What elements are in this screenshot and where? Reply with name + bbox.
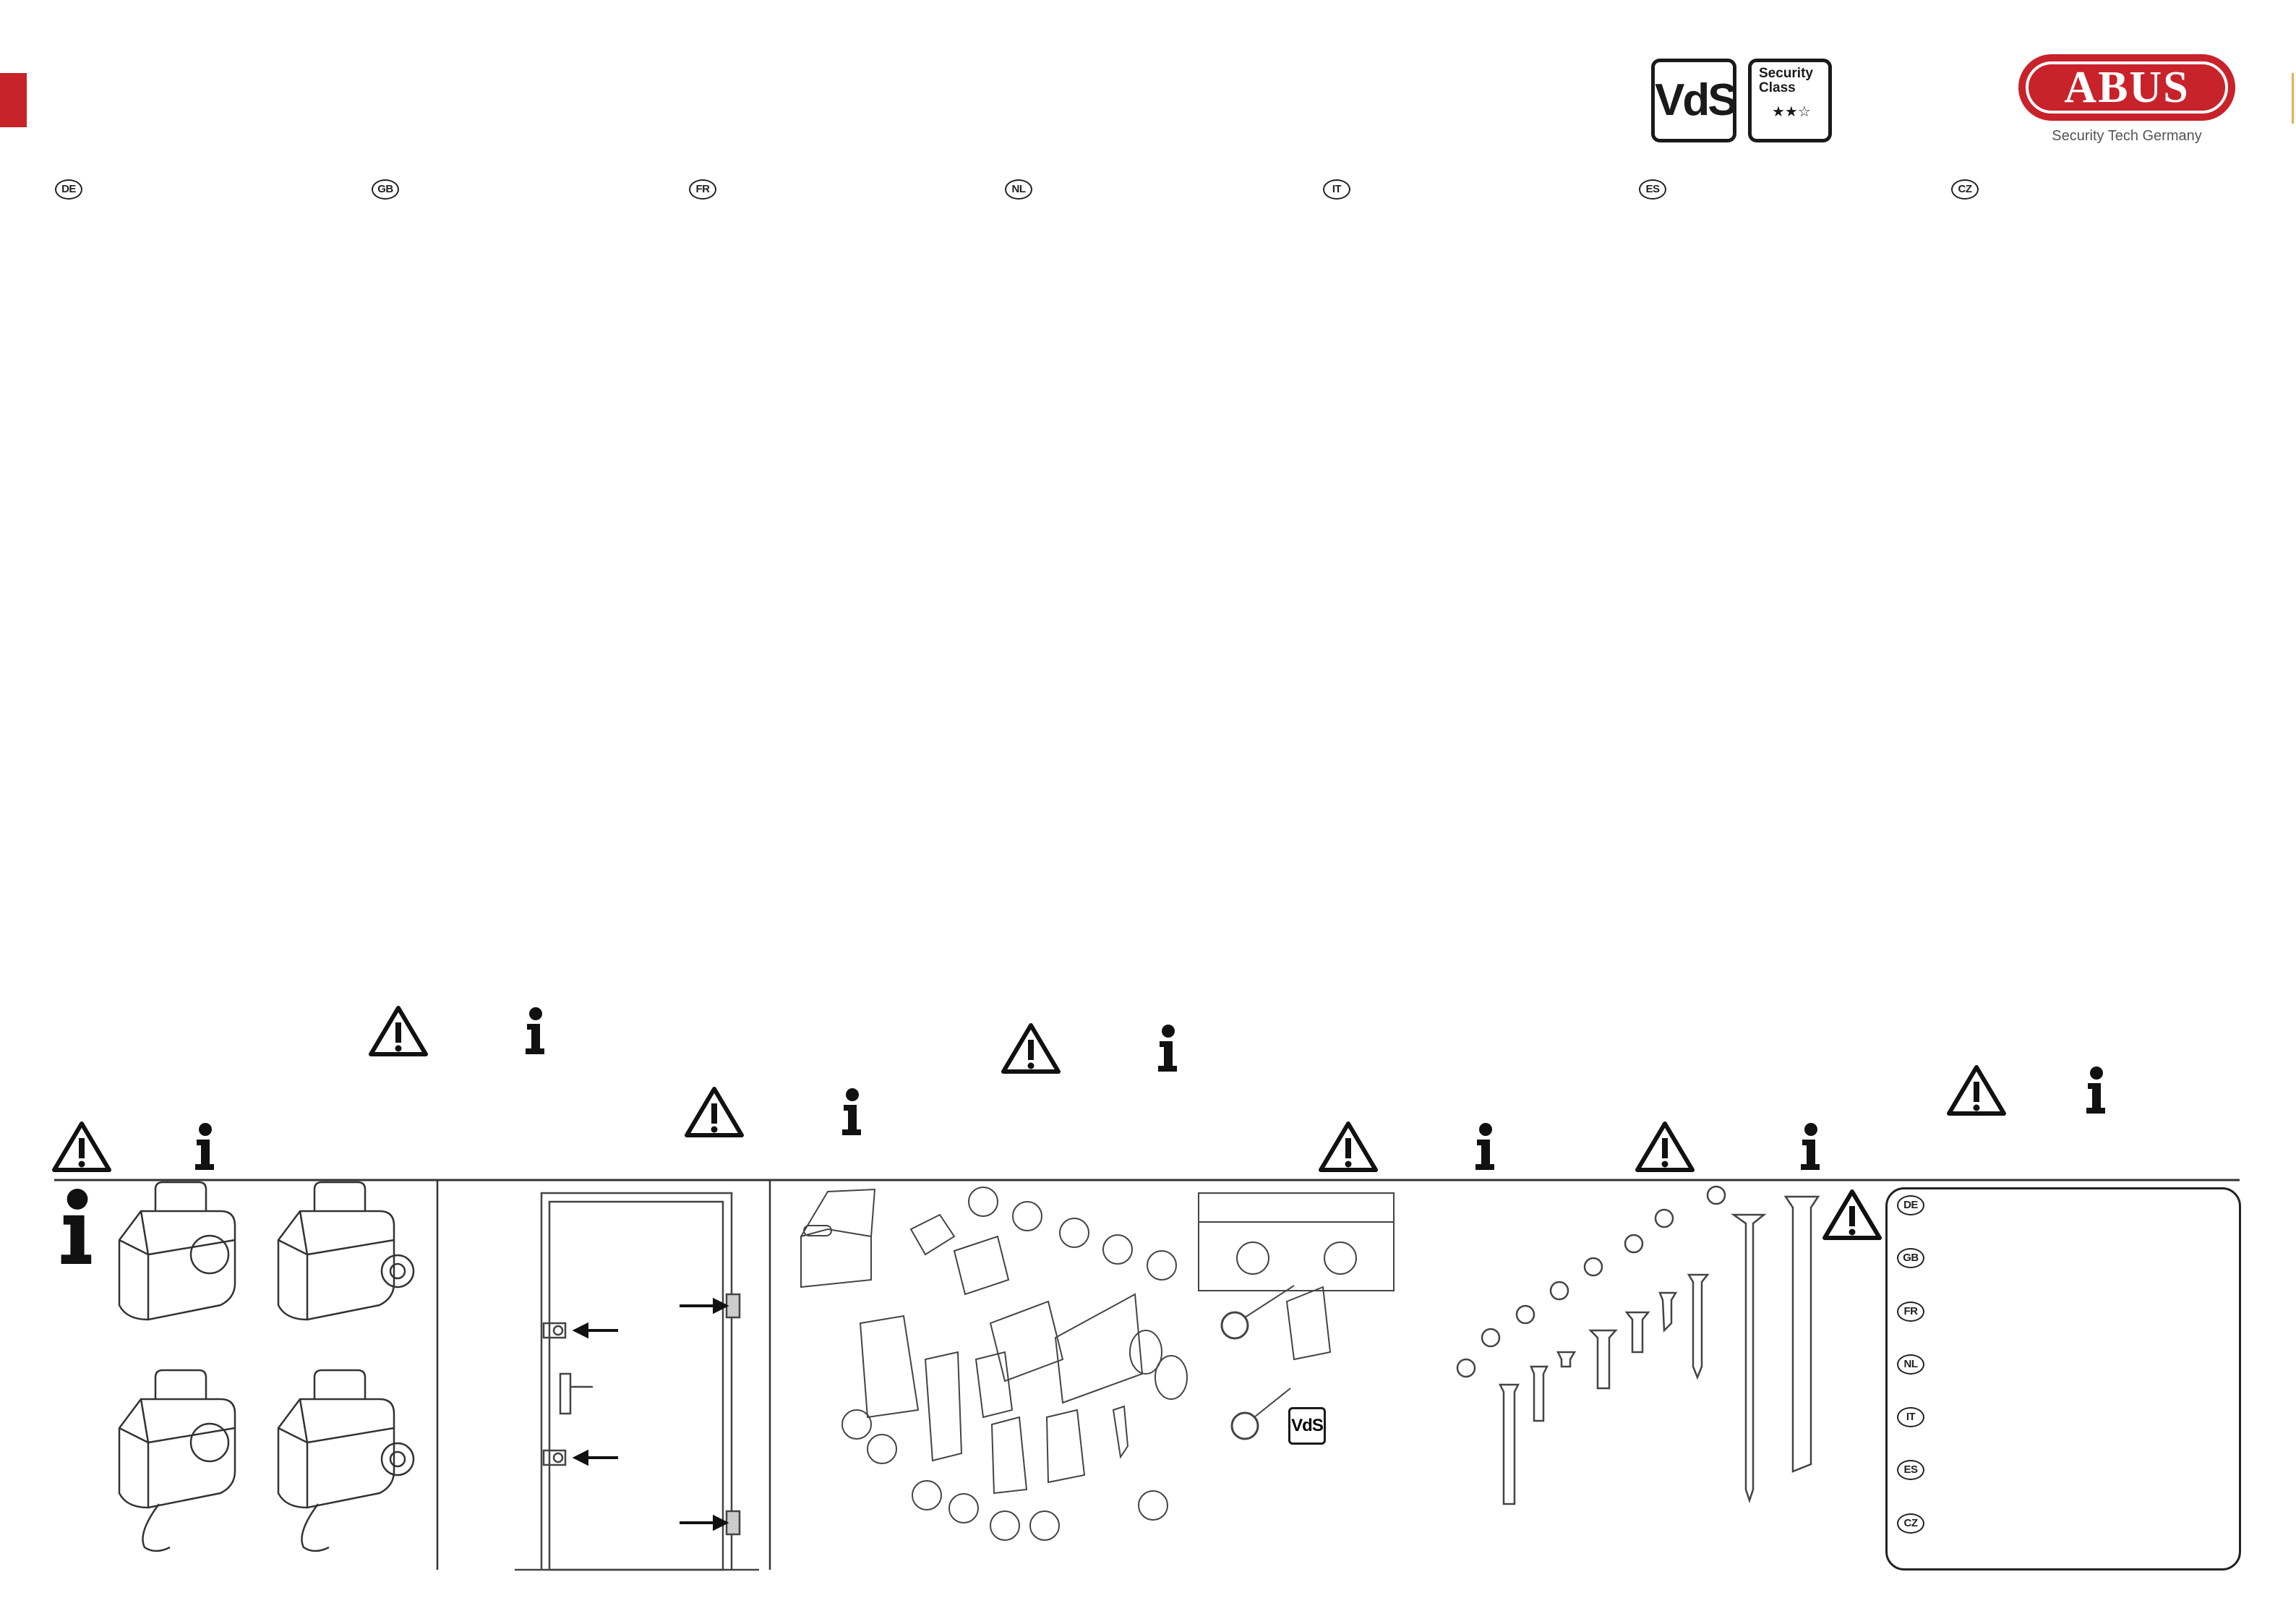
lang-box-badge-gb: GB [1897,1248,1924,1268]
language-box [1885,1187,2241,1570]
security-class-stars: ★★☆ [1772,103,1811,120]
info-icon [195,1123,214,1170]
info-icon [1475,1123,1494,1170]
security-class-label: Security Class [1759,66,1813,95]
warning-triangle-icon [1825,1192,1880,1238]
lock-variant-knob-chain [118,1369,236,1509]
lang-badge-cz: CZ [1951,179,1979,200]
lang-badge-gb: GB [372,179,399,200]
warning-triangle-icon [54,1124,109,1170]
lock-variant-cylinder [277,1181,395,1321]
edge-mark [2292,73,2294,124]
brand-tagline: Security Tech Germany [2052,128,2202,144]
lang-box-badge-cz: CZ [1897,1513,1924,1534]
security-class-badge: Security Class ★★☆ [1748,59,1832,142]
abus-logo-text: ABUS [2064,63,2190,112]
red-tab-marker [0,73,27,127]
info-icon [526,1007,544,1054]
info-icon [61,1189,92,1264]
vds-logo-small: VdS [1288,1407,1326,1445]
lang-box-badge-it: IT [1897,1407,1924,1427]
warning-triangle-icon [687,1089,742,1135]
lang-badge-fr: FR [689,179,716,200]
door-diagram [515,1192,759,1571]
lang-badge-de: DE [55,179,82,200]
warning-triangle-icon [1637,1124,1692,1170]
warning-triangle-icon [1321,1124,1376,1170]
info-icon [2086,1067,2105,1114]
lang-box-badge-de: DE [1897,1195,1924,1215]
warning-triangle-icon [1003,1025,1058,1072]
vds-logo: VdS [1651,59,1738,142]
abus-logo: ABUS [2018,54,2235,121]
lock-variant-cylinder-chain [277,1369,395,1509]
lang-box-badge-nl: NL [1897,1354,1924,1375]
parts-diagram [800,1187,1395,1541]
info-icon [1158,1025,1177,1072]
info-icon [842,1088,861,1135]
lang-box-badge-es: ES [1897,1460,1924,1480]
warning-triangle-icon [371,1008,426,1054]
warning-triangle-icon [1949,1067,2004,1114]
lock-variant-knob [118,1181,236,1321]
info-icon [1801,1123,1820,1170]
lang-badge-it: IT [1323,179,1350,200]
screws-diagram [1456,1185,1820,1505]
lang-badge-es: ES [1639,179,1666,200]
lang-box-badge-fr: FR [1897,1302,1924,1322]
lang-badge-nl: NL [1005,179,1032,200]
